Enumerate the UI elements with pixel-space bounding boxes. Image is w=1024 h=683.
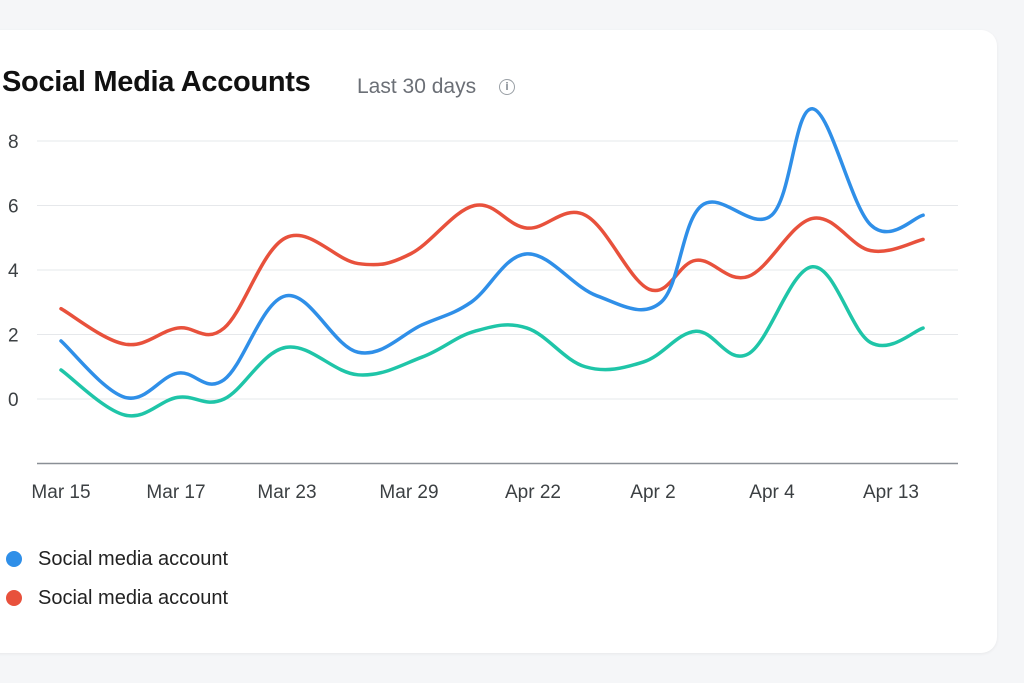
x-tick-label: Mar 29 (379, 482, 438, 503)
legend-item-1: Social media account (6, 547, 228, 571)
legend-label: Social media account (38, 547, 229, 570)
chart-title: Social Media Accounts (2, 66, 311, 98)
legend-item-2: Social media account (6, 586, 228, 610)
x-tick-label: Apr 22 (505, 482, 561, 503)
x-tick-label: Mar 23 (257, 482, 316, 503)
legend-swatch (6, 551, 22, 567)
x-tick-label: Apr 2 (630, 482, 675, 503)
x-tick-label: Mar 17 (146, 482, 205, 503)
y-tick-label: 6 (8, 197, 19, 218)
legend-swatch (6, 590, 22, 606)
y-tick-label: 4 (8, 261, 19, 282)
date-range-label: Last 30 days (357, 75, 477, 98)
x-tick-label: Apr 4 (749, 482, 795, 503)
legend-label: Social media account (38, 586, 229, 609)
x-tick-label: Mar 15 (31, 482, 90, 503)
y-tick-label: 0 (8, 390, 19, 411)
y-tick-label: 8 (8, 132, 19, 153)
y-tick-label: 2 (8, 326, 19, 347)
series-line-2 (59, 203, 925, 347)
series-line-1 (59, 107, 925, 400)
info-icon[interactable]: i (499, 79, 515, 95)
series-line-3 (59, 265, 925, 418)
x-tick-label: Apr 13 (863, 482, 919, 503)
